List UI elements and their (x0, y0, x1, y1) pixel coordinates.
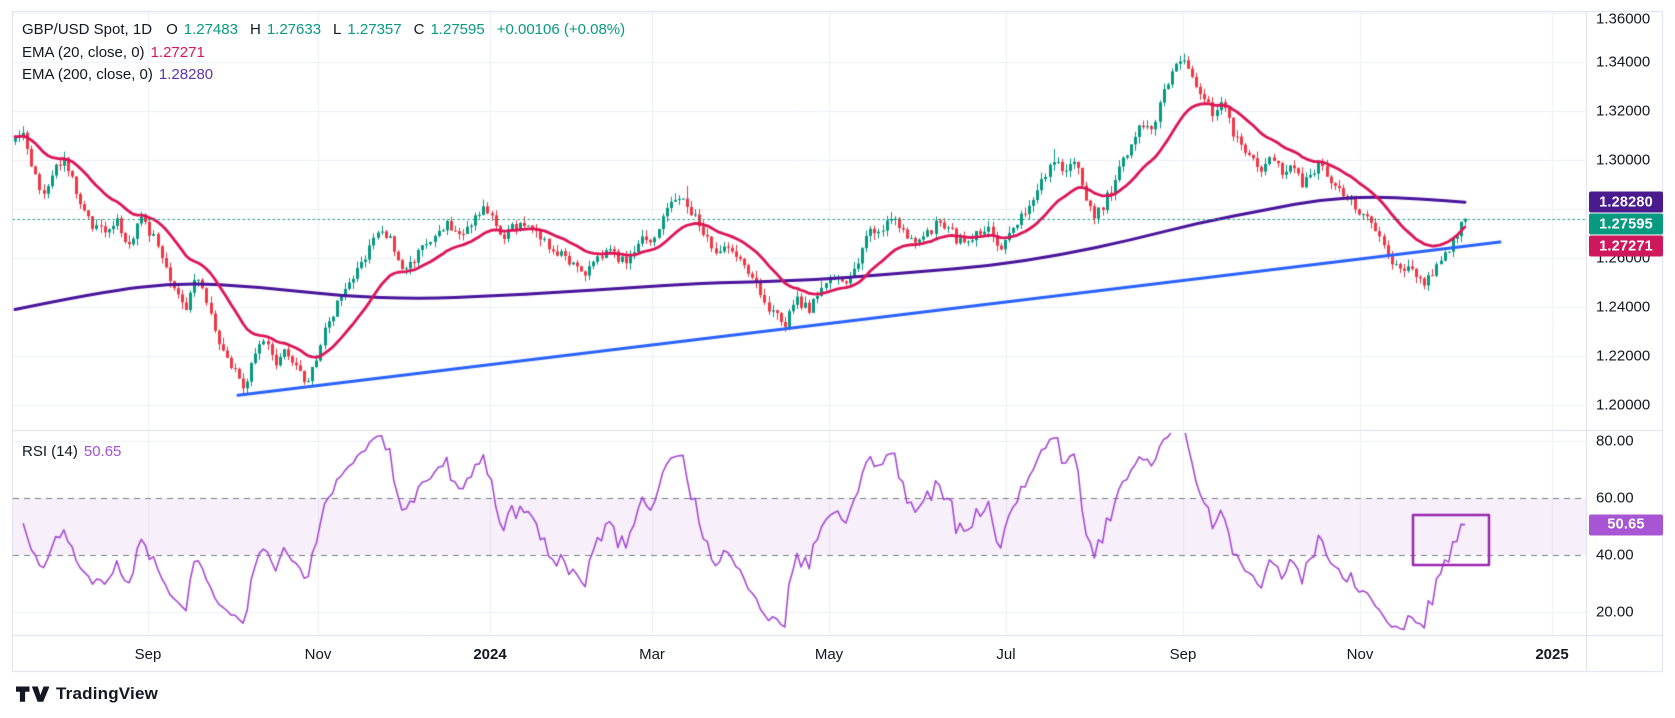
price-axis[interactable]: 1.36000 1.34000 1.32000 1.30000 1.26000 1.240… (1586, 11, 1675, 635)
ema200-legend-row[interactable]: EMA (200, close, 0) 1.28280 (22, 66, 213, 83)
ema20-value: 1.27271 (150, 44, 205, 61)
rsi-tick-label: 80.00 (1596, 432, 1634, 450)
time-axis-label: 2025 (1535, 646, 1569, 663)
rsi-tick-label: 20.00 (1596, 603, 1634, 621)
rsi-value: 50.65 (83, 443, 122, 460)
change-value: +0.00106 (+0.08%) (496, 21, 626, 38)
time-axis-label: Jul (996, 646, 1016, 663)
ohlc-open-value: 1.27483 (183, 21, 238, 38)
tradingview-brand-text: TradingView (56, 684, 159, 703)
time-axis-label: May (814, 646, 844, 663)
price-tick-label: 1.22000 (1596, 347, 1651, 365)
time-axis-label: Sep (1169, 646, 1197, 663)
price-tick-label: 1.26000 (1596, 249, 1651, 267)
ohlc-close-label: C (413, 21, 425, 38)
rsi-tick-label: 40.00 (1596, 546, 1634, 564)
price-tick-label: 1.24000 (1596, 298, 1651, 316)
tradingview-logo[interactable]: TradingView (15, 684, 158, 704)
ohlc-close-value: 1.27595 (430, 21, 485, 38)
tradingview-mark-icon (15, 685, 49, 704)
rsi-tick-label: 60.00 (1596, 489, 1634, 507)
time-axis[interactable]: Sep Nov 2024 Mar May Jul Sep Nov 2025 (0, 635, 1675, 671)
time-axis-label: Nov (1346, 646, 1374, 663)
price-tick-label: 1.36000 (1596, 10, 1651, 28)
ohlc-low-value: 1.27357 (347, 21, 402, 38)
time-axis-label: Mar (639, 646, 665, 663)
rsi-legend-row[interactable]: RSI (14) 50.65 (22, 443, 121, 460)
ema20-label: EMA (20, close, 0) (22, 44, 145, 61)
price-tick-label: 1.34000 (1596, 53, 1651, 71)
ema20-legend-row[interactable]: EMA (20, close, 0) 1.27271 (22, 44, 205, 61)
symbol-title: GBP/USD Spot, 1D (22, 21, 153, 38)
time-axis-label: 2024 (473, 646, 507, 663)
price-tick-label: 1.30000 (1596, 151, 1651, 169)
time-axis-label: Nov (304, 646, 332, 663)
time-axis-label: Sep (134, 646, 162, 663)
pane-separator[interactable] (0, 428, 1586, 434)
ema200-label: EMA (200, close, 0) (22, 66, 153, 83)
ohlc-low-label: L (333, 21, 342, 38)
price-tick-label: 1.32000 (1596, 102, 1651, 120)
rsi-label: RSI (14) (22, 443, 78, 460)
ohlc-open-label: O (166, 21, 178, 38)
price-tick-label: 1.20000 (1596, 396, 1651, 414)
symbol-legend-row[interactable]: GBP/USD Spot, 1D O 1.27483 H 1.27633 L 1.27… (22, 21, 631, 38)
ohlc-high-value: 1.27633 (266, 21, 322, 38)
ohlc-high-label: H (249, 21, 261, 38)
ema200-value: 1.28280 (158, 66, 214, 83)
